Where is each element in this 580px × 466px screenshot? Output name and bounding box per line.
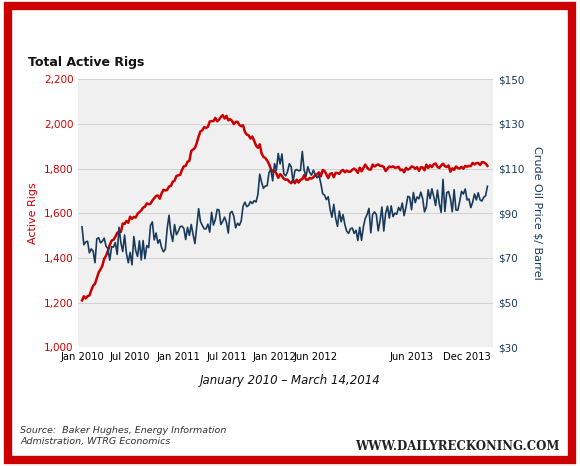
Text: Total Active Rigs: Total Active Rigs (28, 56, 144, 69)
Text: January 2010 – March 14,2014: January 2010 – March 14,2014 (200, 374, 380, 387)
Text: Source:  Baker Hughes, Energy Information
Admistration, WTRG Economics: Source: Baker Hughes, Energy Information… (20, 426, 227, 446)
Y-axis label: Active Rigs: Active Rigs (28, 182, 38, 244)
Text: WWW.DAILYRECKONING.COM: WWW.DAILYRECKONING.COM (356, 440, 560, 453)
Text: U.S. Rotary Rig Count: U.S. Rotary Rig Count (28, 33, 284, 53)
Y-axis label: Crude Oil Price $/ Barrel: Crude Oil Price $/ Barrel (532, 146, 542, 280)
